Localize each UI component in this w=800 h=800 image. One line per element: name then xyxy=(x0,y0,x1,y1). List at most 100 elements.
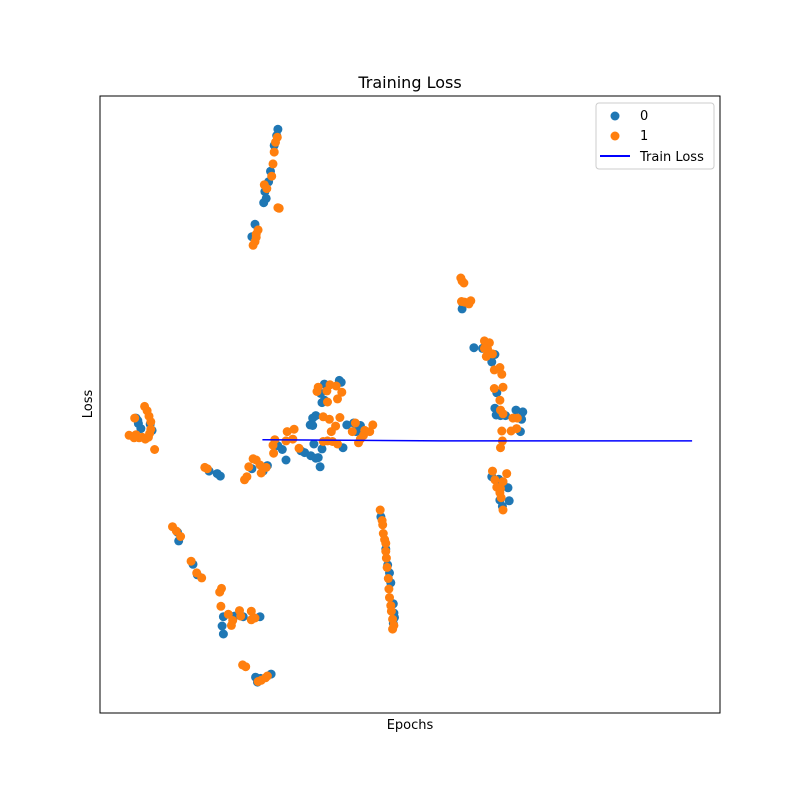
series-1-point-59 xyxy=(326,427,336,437)
series-1-point-54 xyxy=(333,394,342,404)
plot-area-frame xyxy=(99,95,721,714)
series-1-point-132 xyxy=(498,409,508,419)
series-1-point-124 xyxy=(481,351,491,361)
series-1-point-25 xyxy=(140,401,150,411)
series-1-point-28 xyxy=(150,445,160,454)
series-0-point-7 xyxy=(259,198,269,208)
series-1-point-79 xyxy=(217,583,226,593)
series-1-point-130 xyxy=(495,395,505,405)
series-1-point-42 xyxy=(281,436,291,446)
series-1-point-88 xyxy=(235,606,244,616)
series-0-point-85 xyxy=(518,407,528,417)
series-0-point-23 xyxy=(277,445,287,454)
series-1-point-147 xyxy=(498,477,508,487)
series-1-point-134 xyxy=(512,413,522,423)
series-1-point-8 xyxy=(274,203,284,213)
series-1-point-104 xyxy=(383,574,393,583)
series-1-point-63 xyxy=(333,439,342,449)
series-1-point-140 xyxy=(488,466,497,476)
legend-box xyxy=(595,102,715,170)
series-1-point-97 xyxy=(378,520,388,530)
series-1-point-77 xyxy=(197,573,207,583)
series-1-point-111 xyxy=(388,624,398,634)
series-0-point-42 xyxy=(317,444,327,454)
series-1-point-75 xyxy=(186,556,196,566)
series-1-point-13 xyxy=(251,229,261,239)
series-1-point-129 xyxy=(498,382,508,392)
series-1-points xyxy=(124,132,522,686)
legend: 0 1 Train Loss xyxy=(595,102,715,170)
series-1-point-53 xyxy=(323,397,332,407)
series-1-point-27 xyxy=(129,433,139,443)
y-axis-label: Loss xyxy=(81,390,96,419)
series-0-point-40 xyxy=(308,421,318,430)
series-1-point-1 xyxy=(271,137,280,147)
series-1-point-125 xyxy=(479,343,489,353)
series-train-loss-line xyxy=(262,438,693,442)
series-1-point-30 xyxy=(202,464,212,474)
series-0-point-75 xyxy=(469,343,479,353)
series-1-point-44 xyxy=(282,427,292,437)
series-1-point-114 xyxy=(459,278,469,288)
series-1-point-126 xyxy=(495,363,505,372)
plot-marks xyxy=(124,124,693,687)
series-0-point-27 xyxy=(315,462,325,472)
series-0-point-41 xyxy=(309,439,319,449)
series-1-point-56 xyxy=(324,414,334,424)
series-0-point-46 xyxy=(342,420,352,430)
series-1-point-71 xyxy=(350,418,360,428)
series-0-point-18 xyxy=(215,471,225,481)
series-0-point-43 xyxy=(311,453,321,463)
legend-marker-0 xyxy=(610,111,620,121)
series-1-point-3 xyxy=(268,159,278,169)
series-1-point-21 xyxy=(146,424,156,434)
series-1-point-128 xyxy=(489,384,499,393)
series-1-point-105 xyxy=(384,584,394,594)
series-1-point-146 xyxy=(502,469,512,479)
series-1-point-102 xyxy=(381,553,391,563)
series-0-point-38 xyxy=(308,413,318,423)
series-1-point-139 xyxy=(496,443,505,453)
series-1-point-43 xyxy=(288,434,298,444)
chart-title: Training Loss xyxy=(357,73,461,92)
series-1-point-101 xyxy=(381,546,391,556)
legend-label-0: 0 xyxy=(640,109,648,124)
series-1-point-95 xyxy=(375,505,385,515)
series-0-point-91 xyxy=(504,496,514,506)
series-1-point-74 xyxy=(176,532,186,541)
series-1-point-70 xyxy=(368,420,378,430)
series-1-point-136 xyxy=(512,424,522,434)
series-1-point-80 xyxy=(216,601,226,611)
series-1-point-32 xyxy=(242,472,252,482)
series-1-point-64 xyxy=(347,427,357,437)
series-0-point-92 xyxy=(503,483,513,493)
series-1-point-57 xyxy=(335,413,345,422)
series-0-point-77 xyxy=(487,357,497,367)
series-1-point-61 xyxy=(318,437,328,446)
series-1-point-144 xyxy=(496,493,506,503)
legend-label-train-loss: Train Loss xyxy=(639,150,704,165)
series-1-point-45 xyxy=(289,424,299,434)
series-1-point-48 xyxy=(313,382,323,392)
series-1-point-148 xyxy=(498,505,508,515)
series-1-point-51 xyxy=(331,381,341,391)
series-0-point-55 xyxy=(218,629,228,639)
series-0-point-84 xyxy=(511,405,521,415)
series-1-point-4 xyxy=(267,171,277,181)
series-1-point-141 xyxy=(490,475,500,485)
series-1-point-100 xyxy=(381,538,391,548)
series-1-point-39 xyxy=(269,448,279,458)
series-1-point-38 xyxy=(261,462,271,472)
series-1-point-69 xyxy=(365,427,375,437)
series-1-point-85 xyxy=(246,606,256,616)
series-1-point-33 xyxy=(244,462,254,472)
series-1-point-90 xyxy=(241,662,251,672)
series-1-point-106 xyxy=(385,593,394,603)
series-1-point-127 xyxy=(497,369,507,379)
series-1-point-87 xyxy=(250,613,260,623)
series-1-point-14 xyxy=(130,413,140,423)
series-1-point-108 xyxy=(386,606,396,616)
series-0-point-54 xyxy=(217,621,227,631)
series-1-point-118 xyxy=(466,296,476,306)
